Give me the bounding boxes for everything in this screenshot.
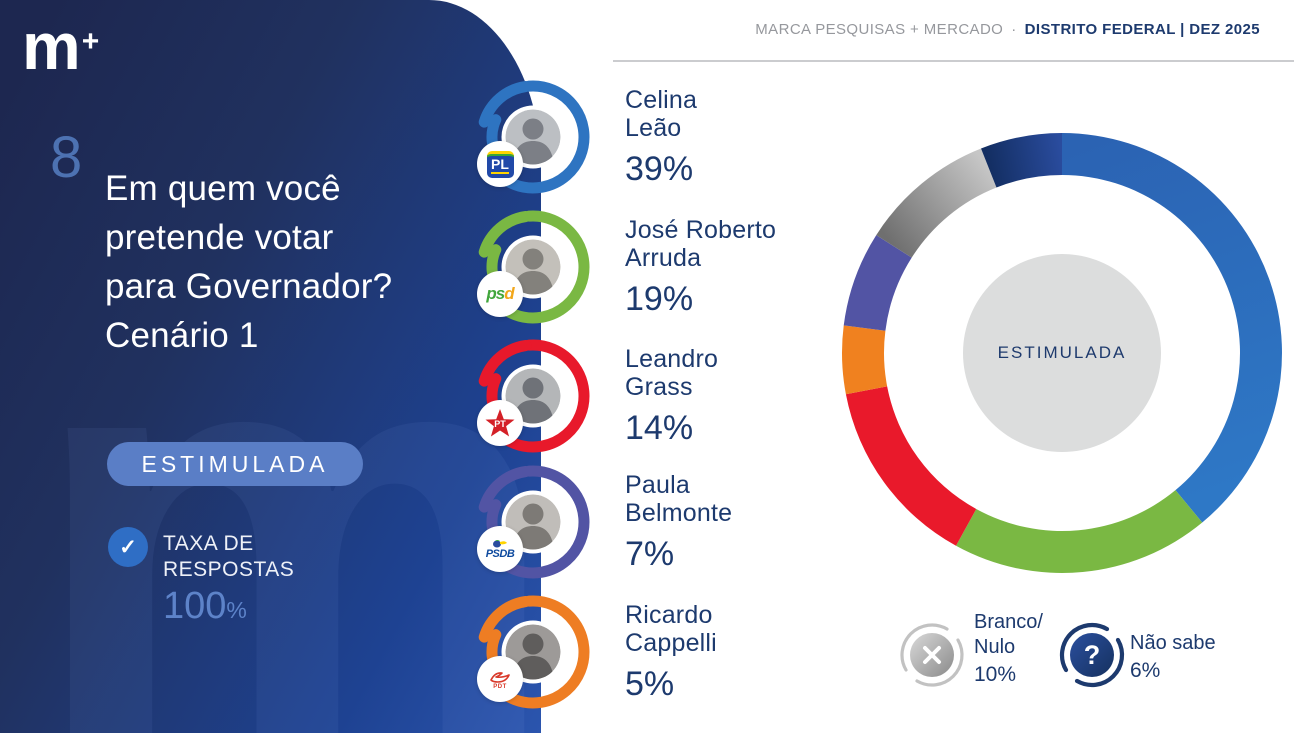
donut-segment	[845, 386, 977, 546]
party-badge-pdt: PDT	[477, 656, 523, 702]
candidate-name: Leandro Grass	[625, 345, 719, 401]
svg-text:?: ?	[1084, 640, 1101, 670]
sidebar: m m + 8 Em quem você pretende votar para …	[0, 0, 541, 733]
legend-percentage: 10%	[974, 663, 1017, 686]
candidate-row: PT Leandro Grass 14%	[468, 331, 898, 461]
candidate-percentage: 7%	[625, 535, 675, 573]
party-badge-pt: PT	[477, 400, 523, 446]
candidate-name: Paula Belmonte	[625, 471, 733, 527]
legend-item-branco-nulo: Branco/ Nulo 10%	[974, 611, 1043, 686]
donut-segment	[876, 148, 997, 258]
x-circle-icon	[900, 623, 964, 687]
psdb-toucan-icon	[492, 539, 508, 548]
question-line: para Governador?	[105, 267, 393, 306]
report-header: MARCA PESQUISAS + MERCADO · DISTRITO FEDER…	[755, 21, 1260, 38]
candidate-percentage: 19%	[625, 280, 694, 318]
candidate-percentage: 39%	[625, 150, 694, 188]
brand-logo: m +	[22, 8, 99, 84]
candidate-name: José Roberto Arruda	[625, 216, 777, 272]
candidate-row: psd José Roberto Arruda 19%	[468, 202, 898, 332]
header-divider	[613, 60, 1294, 62]
check-icon: ✓	[108, 527, 148, 567]
question-line: Em quem você	[105, 169, 341, 208]
pdt-dove-icon	[490, 672, 510, 683]
candidate-name: Celina Leão	[625, 86, 698, 142]
candidate-row: PDT Ricardo Cappelli 5%	[468, 587, 898, 717]
mode-badge: ESTIMULADA	[107, 442, 363, 486]
donut-chart	[832, 123, 1292, 583]
donut-segment	[843, 235, 912, 331]
donut-center-label: ESTIMULADA	[997, 343, 1127, 362]
candidate-name: Ricardo Cappelli	[625, 601, 717, 657]
legend-percentage: 6%	[1130, 659, 1161, 682]
logo-m-letter: m	[22, 9, 81, 83]
question-line: pretende votar	[105, 218, 334, 257]
header-brand: MARCA PESQUISAS + MERCADO	[755, 21, 1004, 38]
header-edition: DISTRITO FEDERAL | DEZ 2025	[1024, 21, 1260, 38]
question-line: Cenário 1	[105, 316, 259, 355]
candidate-photo-ring	[478, 210, 590, 324]
question-text: Em quem você pretende votar para Governa…	[105, 164, 465, 360]
question-circle-icon: ?	[1059, 622, 1125, 688]
party-badge-pl: PL	[477, 141, 523, 187]
logo-plus-sign: +	[81, 25, 100, 58]
donut-segment	[1062, 133, 1282, 523]
donut-segment	[981, 133, 1062, 188]
candidate-row: PL Celina Leão 39%	[468, 72, 898, 202]
response-rate-value: 100%	[163, 585, 247, 627]
candidate-row: PSDB Paula Belmonte 7%	[468, 457, 898, 587]
header-separator: ·	[1011, 21, 1017, 38]
legend-item-nao-sabe: Não sabe 6%	[1130, 632, 1216, 682]
candidate-photo	[505, 624, 561, 680]
donut-center-disc	[963, 254, 1161, 452]
candidate-percentage: 5%	[625, 665, 675, 703]
candidate-percentage: 14%	[625, 409, 694, 447]
pt-star-icon: PT	[485, 409, 515, 437]
party-badge-psdb: PSDB	[477, 526, 523, 572]
party-badge-psd: psd	[477, 271, 523, 317]
donut-segment	[841, 325, 888, 395]
svg-text:PT: PT	[494, 419, 506, 429]
response-rate-label: TAXA DE RESPOSTAS	[163, 532, 295, 581]
donut-segment	[956, 490, 1203, 574]
question-number: 8	[50, 125, 83, 190]
